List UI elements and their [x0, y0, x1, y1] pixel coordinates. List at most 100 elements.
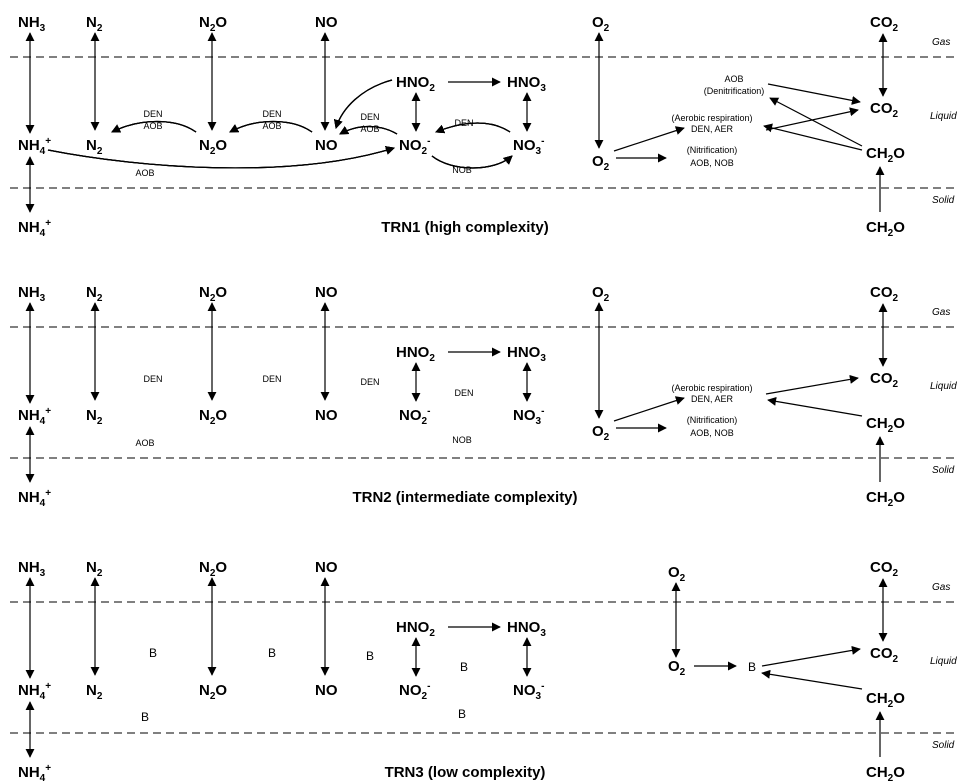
species-ch2o-liquid: CH2O [866, 145, 905, 165]
no2-to-no3-arrow [431, 155, 513, 169]
species-o2-liquid: O2 [668, 658, 686, 678]
species-no-gas: NO [315, 14, 338, 31]
biomass-label-carbon: B [748, 660, 756, 674]
panel-3: Gas Liquid Solid NH3 N2 N2O NO O2 CO2 NH4+ N2 N2O NO… [10, 79, 958, 783]
den-label-no3-no2: B [460, 660, 468, 674]
species-n2-liquid: N2 [86, 137, 103, 157]
species-co2-liquid: CO2 [870, 370, 899, 390]
species-nh4-liquid: NH4+ [18, 681, 51, 702]
species-ch2o-solid: CH2O [866, 219, 905, 239]
no-to-n2o-arrow [229, 120, 313, 133]
phase-label-solid: Solid [932, 195, 955, 206]
species-nh3-gas: NH3 [18, 284, 46, 304]
species-ch2o-liquid: CH2O [866, 690, 905, 710]
species-no2-minus: NO2- [399, 406, 430, 427]
nitrification-label: (Nitrification) [687, 415, 738, 425]
den-aer-label: DEN, AER [691, 394, 734, 404]
species-hno3: HNO3 [507, 344, 546, 364]
phase-label-solid: Solid [932, 740, 955, 751]
no3-to-no2-arrow [435, 122, 511, 134]
phase-label-liquid: Liquid [930, 656, 957, 667]
phase-label-solid: Solid [932, 465, 955, 476]
den-label-no3-no2: DEN [454, 118, 473, 128]
species-no-liquid: NO [315, 682, 338, 699]
species-no-gas: NO [315, 284, 338, 301]
species-nh4-liquid: NH4+ [18, 406, 51, 427]
o2-to-respiration-arrow [613, 396, 685, 422]
species-nh3-gas: NH3 [18, 559, 46, 579]
aerobic-respiration-label: (Aerobic respiration) [671, 113, 752, 123]
phase-label-liquid: Liquid [930, 111, 957, 122]
den-label-n2o-n2: DEN [143, 374, 162, 384]
ch2o-to-respiration-arrow [763, 123, 863, 151]
species-n2o-gas: N2O [199, 14, 227, 34]
panel-title: TRN1 (high complexity) [381, 219, 549, 236]
species-o2-liquid: O2 [592, 153, 610, 173]
den-label-no2-no: B [366, 649, 374, 663]
species-n2-gas: N2 [86, 284, 103, 304]
species-co2-liquid: CO2 [870, 100, 899, 120]
species-o2-gas: O2 [592, 14, 610, 34]
n2o-to-n2-arrow [111, 120, 197, 133]
species-no-liquid: NO [315, 407, 338, 424]
species-no-gas: NO [315, 559, 338, 576]
den-label-no-n2o: B [268, 646, 276, 660]
nitrification-label: (Nitrification) [687, 145, 738, 155]
aob-label-nh4-no2: B [141, 710, 149, 724]
species-n2o-gas: N2O [199, 284, 227, 304]
species-no3-minus: NO3- [513, 681, 544, 702]
species-no-liquid: NO [315, 137, 338, 154]
species-co2-liquid: CO2 [870, 645, 899, 665]
nh4-to-no2-arrow [47, 146, 395, 169]
no2-to-no3-arrow [431, 155, 513, 169]
species-hno3: HNO3 [507, 619, 546, 639]
species-hno3: HNO3 [507, 74, 546, 94]
panel-1: Gas Liquid Solid NH3 N2 N2O NO O2 CO2 NH4+ N2 N2O NO… [10, 14, 958, 239]
phase-label-gas: Gas [932, 307, 950, 318]
aerobic-respiration-label: (Aerobic respiration) [671, 383, 752, 393]
aob-label-nh4-no2: AOB [135, 168, 154, 178]
aob-label-denitrification: AOB [724, 74, 743, 84]
species-o2-gas: O2 [668, 564, 686, 584]
species-no3-minus: NO3- [513, 136, 544, 157]
species-no2-minus: NO2- [399, 136, 430, 157]
den-label-n2o-n2: DEN [143, 109, 162, 119]
species-no2-minus: NO2- [399, 681, 430, 702]
den-label-no3-no2: DEN [454, 388, 473, 398]
species-nh4-solid: NH4+ [18, 218, 51, 239]
species-hno2: HNO2 [396, 619, 435, 639]
species-nh4-solid: NH4+ [18, 488, 51, 509]
species-n2-liquid: N2 [86, 682, 103, 702]
species-co2-gas: CO2 [870, 559, 899, 579]
ch2o-to-denitrification-arrow [769, 97, 863, 147]
respiration-to-co2-arrow [765, 374, 859, 395]
species-nh3-gas: NH3 [18, 14, 46, 34]
species-n2o-liquid: N2O [199, 682, 227, 702]
species-n2o-gas: N2O [199, 559, 227, 579]
aob-label-no2-no: AOB [360, 124, 379, 134]
species-n2-liquid: N2 [86, 407, 103, 427]
species-no3-minus: NO3- [513, 406, 544, 427]
phase-label-liquid: Liquid [930, 381, 957, 392]
species-n2o-liquid: N2O [199, 407, 227, 427]
den-aer-label: DEN, AER [691, 124, 734, 134]
aob-nob-label: AOB, NOB [690, 428, 734, 438]
species-nh4-solid: NH4+ [18, 763, 51, 783]
den-label-no2-no: DEN [360, 112, 379, 122]
phase-label-gas: Gas [932, 582, 950, 593]
aob-label-nh4-no2: AOB [135, 438, 154, 448]
aob-nob-label: AOB, NOB [690, 158, 734, 168]
den-label-no2-no: DEN [360, 377, 379, 387]
species-n2-gas: N2 [86, 559, 103, 579]
species-co2-gas: CO2 [870, 14, 899, 34]
phase-label-gas: Gas [932, 37, 950, 48]
species-n2o-liquid: N2O [199, 137, 227, 157]
no2-to-no-arrow [339, 125, 398, 135]
panel-2: Gas Liquid Solid NH3 N2 N2O NO O2 CO2 NH4+ N2 N2O NO… [10, 79, 958, 509]
species-nh4-liquid: NH4+ [18, 136, 51, 157]
hno2-to-no-arrow [334, 79, 393, 129]
nob-label-no2-no3: NOB [452, 165, 472, 175]
panel-title: TRN3 (low complexity) [385, 764, 546, 781]
